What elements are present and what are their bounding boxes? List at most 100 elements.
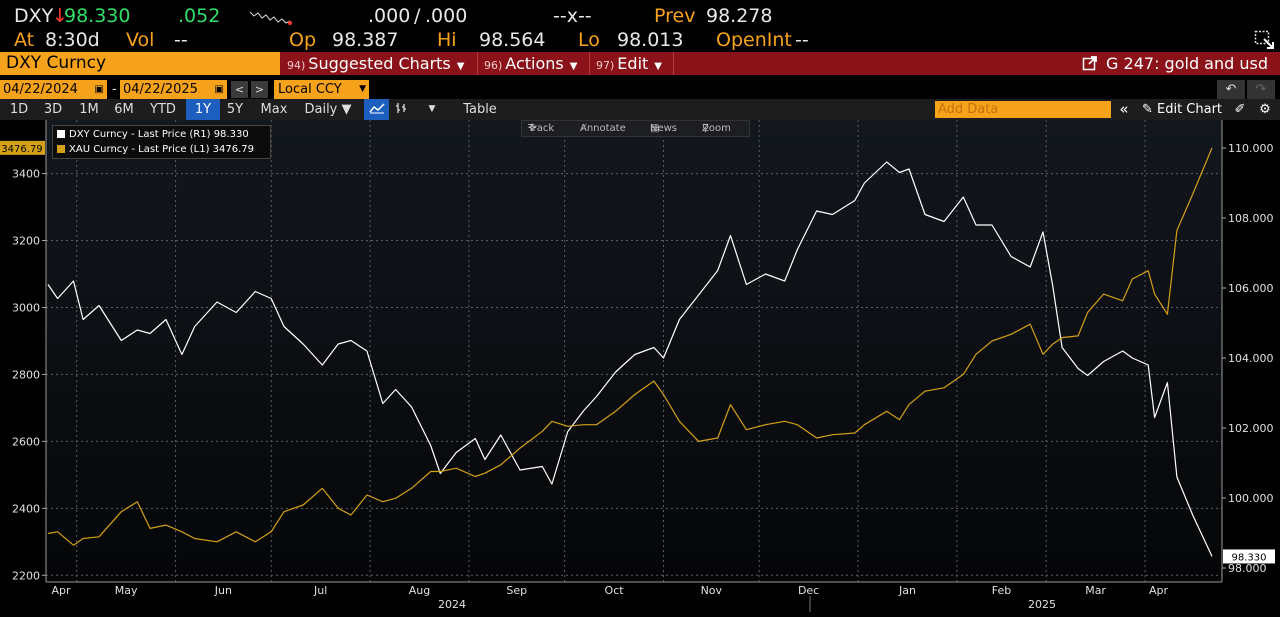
- gridlines: [46, 120, 1222, 582]
- caret-down-icon: ▼: [654, 61, 662, 72]
- year-label: 2024: [438, 598, 466, 611]
- x-tick-label: Dec: [798, 584, 819, 597]
- range-3d-button[interactable]: 3D: [43, 102, 63, 117]
- calendar-icon[interactable]: ▣: [94, 84, 104, 95]
- low-value: 98.013: [617, 29, 684, 51]
- caret-down-icon: ▼: [456, 61, 465, 72]
- y-tick-label-left: 2800: [12, 368, 40, 381]
- chevron-down-icon: ▼: [359, 84, 366, 94]
- x-tick-label: May: [115, 584, 138, 597]
- prev-label: Prev: [654, 5, 696, 27]
- y-tick-label-right: 110.000: [1228, 142, 1274, 155]
- legend-swatch-dxy: [57, 130, 65, 138]
- edit-chart-button[interactable]: ✎ Edit Chart: [1140, 99, 1224, 120]
- range-1m-button[interactable]: 1M: [79, 102, 99, 117]
- y-tick-label-left: 2200: [12, 569, 40, 582]
- legend-swatch-xau: [57, 145, 65, 153]
- start-date: 04/22/2024: [3, 82, 78, 97]
- ticker-row: DXY ↓ 98.330 .052 .000 / .000 --x-- Prev…: [0, 4, 1280, 28]
- currency-value: Local CCY: [278, 82, 342, 97]
- bar-chart-icon[interactable]: [390, 99, 412, 120]
- line-chart: 2200 2400 2600 2800 3000 3200 3400 98.000 100.00…: [0, 120, 1280, 617]
- year-label: 2025: [1028, 598, 1056, 611]
- prev-value: 98.278: [706, 5, 773, 27]
- range-toolbar: 1D 3D 1M 6M YTD 1Y 5Y Max Daily ▼ ▼ Tabl…: [0, 99, 1280, 120]
- range-1y-button[interactable]: 1Y: [186, 99, 220, 120]
- chart-title: G 247: gold and usd: [1106, 54, 1268, 73]
- redo-button[interactable]: ↷: [1247, 80, 1275, 99]
- actions-menu[interactable]: 96) Actions ▼: [478, 52, 590, 75]
- edit-menu[interactable]: 97) Edit ▼: [590, 52, 674, 75]
- calendar-icon[interactable]: ▣: [214, 84, 224, 95]
- range-1d-button[interactable]: 1D: [9, 102, 29, 117]
- undo-button[interactable]: ↶: [1217, 80, 1245, 99]
- chart-area[interactable]: 2200 2400 2600 2800 3000 3200 3400 98.000 100.00…: [0, 120, 1280, 617]
- last-value-label-left: 3476.79: [1, 144, 42, 155]
- x-tick-label: Nov: [701, 584, 723, 597]
- x-tick-label: Apr: [51, 584, 71, 597]
- suggested-charts-label: Suggested Charts: [308, 54, 451, 73]
- add-data-input[interactable]: Add Data: [935, 101, 1111, 118]
- date-range-row: 04/22/2024 ▣ - 04/22/2025 ▣ < > Local CC…: [0, 80, 1280, 99]
- line-chart-icon[interactable]: [364, 99, 389, 120]
- collapse-button[interactable]: «: [1119, 100, 1129, 118]
- y-tick-label-left: 3200: [12, 235, 40, 248]
- end-date-field[interactable]: 04/22/2025 ▣: [120, 80, 227, 99]
- ask-price: .000: [425, 5, 468, 27]
- ticker-symbol: DXY: [14, 5, 54, 27]
- y-tick-label-right: 106.000: [1228, 282, 1274, 295]
- chart-title-link[interactable]: G 247: gold and usd: [1082, 52, 1268, 75]
- legend-label-dxy: DXY Curncy - Last Price (R1) 98.330: [69, 129, 249, 140]
- bid-ask-separator: /: [414, 5, 421, 27]
- y-tick-label-left: 2600: [12, 435, 40, 448]
- annotate-icon: ⟋: [580, 123, 587, 134]
- x-tick-label: Sep: [506, 584, 527, 597]
- crosshair-icon: ✛: [528, 123, 537, 134]
- y-tick-label-right: 100.000: [1228, 492, 1274, 505]
- series-line-dxy: [47, 161, 1213, 557]
- legend-item-xau: XAU Curncy - Last Price (L1) 3476.79: [57, 142, 266, 157]
- range-max-button[interactable]: Max: [260, 102, 288, 117]
- table-button[interactable]: Table: [463, 102, 497, 117]
- x-tick-label: Jul: [313, 584, 327, 597]
- range-ytd-button[interactable]: YTD: [150, 102, 176, 117]
- legend-item-dxy: DXY Curncy - Last Price (R1) 98.330: [57, 127, 266, 142]
- chart-type-dropdown-icon[interactable]: ▼: [428, 104, 436, 114]
- next-period-button[interactable]: >: [251, 81, 268, 98]
- x-tick-label: Mar: [1085, 584, 1106, 597]
- range-5y-button[interactable]: 5Y: [226, 102, 244, 117]
- y-tick-label-right: 98.000: [1228, 562, 1267, 575]
- edit-pen-icon[interactable]: ✐: [1234, 102, 1246, 117]
- gear-icon[interactable]: ⚙: [1259, 102, 1271, 117]
- openint-label: OpenInt: [716, 29, 792, 51]
- down-arrow-icon: ↓: [52, 5, 68, 27]
- vol-value: --: [174, 29, 188, 51]
- last-value-tag-left: [0, 140, 45, 155]
- annotate-label: Annotate: [580, 123, 626, 134]
- y-tick-label-left: 3000: [12, 301, 40, 314]
- end-date: 04/22/2025: [123, 82, 198, 97]
- date-separator: -: [112, 82, 117, 97]
- start-date-field[interactable]: 04/22/2024 ▣: [0, 80, 107, 99]
- expand-icon[interactable]: [1254, 30, 1276, 50]
- news-label: News: [650, 123, 678, 134]
- frequency-dropdown[interactable]: Daily ▼: [304, 102, 352, 117]
- open-value: 98.387: [332, 29, 399, 51]
- last-value-tag-right: [1223, 549, 1275, 564]
- caret-down-icon: ▼: [569, 61, 578, 72]
- range-6m-button[interactable]: 6M: [114, 102, 134, 117]
- series-lines: [47, 147, 1213, 557]
- currency-select[interactable]: Local CCY ▼: [274, 80, 369, 99]
- x-tick-label: Feb: [992, 584, 1011, 597]
- open-label: Op: [289, 29, 317, 51]
- chart-legend[interactable]: DXY Curncy - Last Price (R1) 98.330 XAU …: [52, 125, 271, 159]
- prev-period-button[interactable]: <: [231, 81, 248, 98]
- suggested-charts-menu[interactable]: 94) Suggested Charts ▼: [281, 52, 478, 75]
- edit-number: 97): [596, 59, 615, 72]
- pencil-icon: ✎: [1141, 102, 1153, 117]
- security-field[interactable]: DXY Curncy: [0, 52, 280, 75]
- y-tick-label-right: 102.000: [1228, 422, 1274, 435]
- bid-ask-size: --x--: [553, 5, 592, 27]
- last-price: 98.330: [64, 5, 131, 27]
- x-tick-label: Oct: [605, 584, 625, 597]
